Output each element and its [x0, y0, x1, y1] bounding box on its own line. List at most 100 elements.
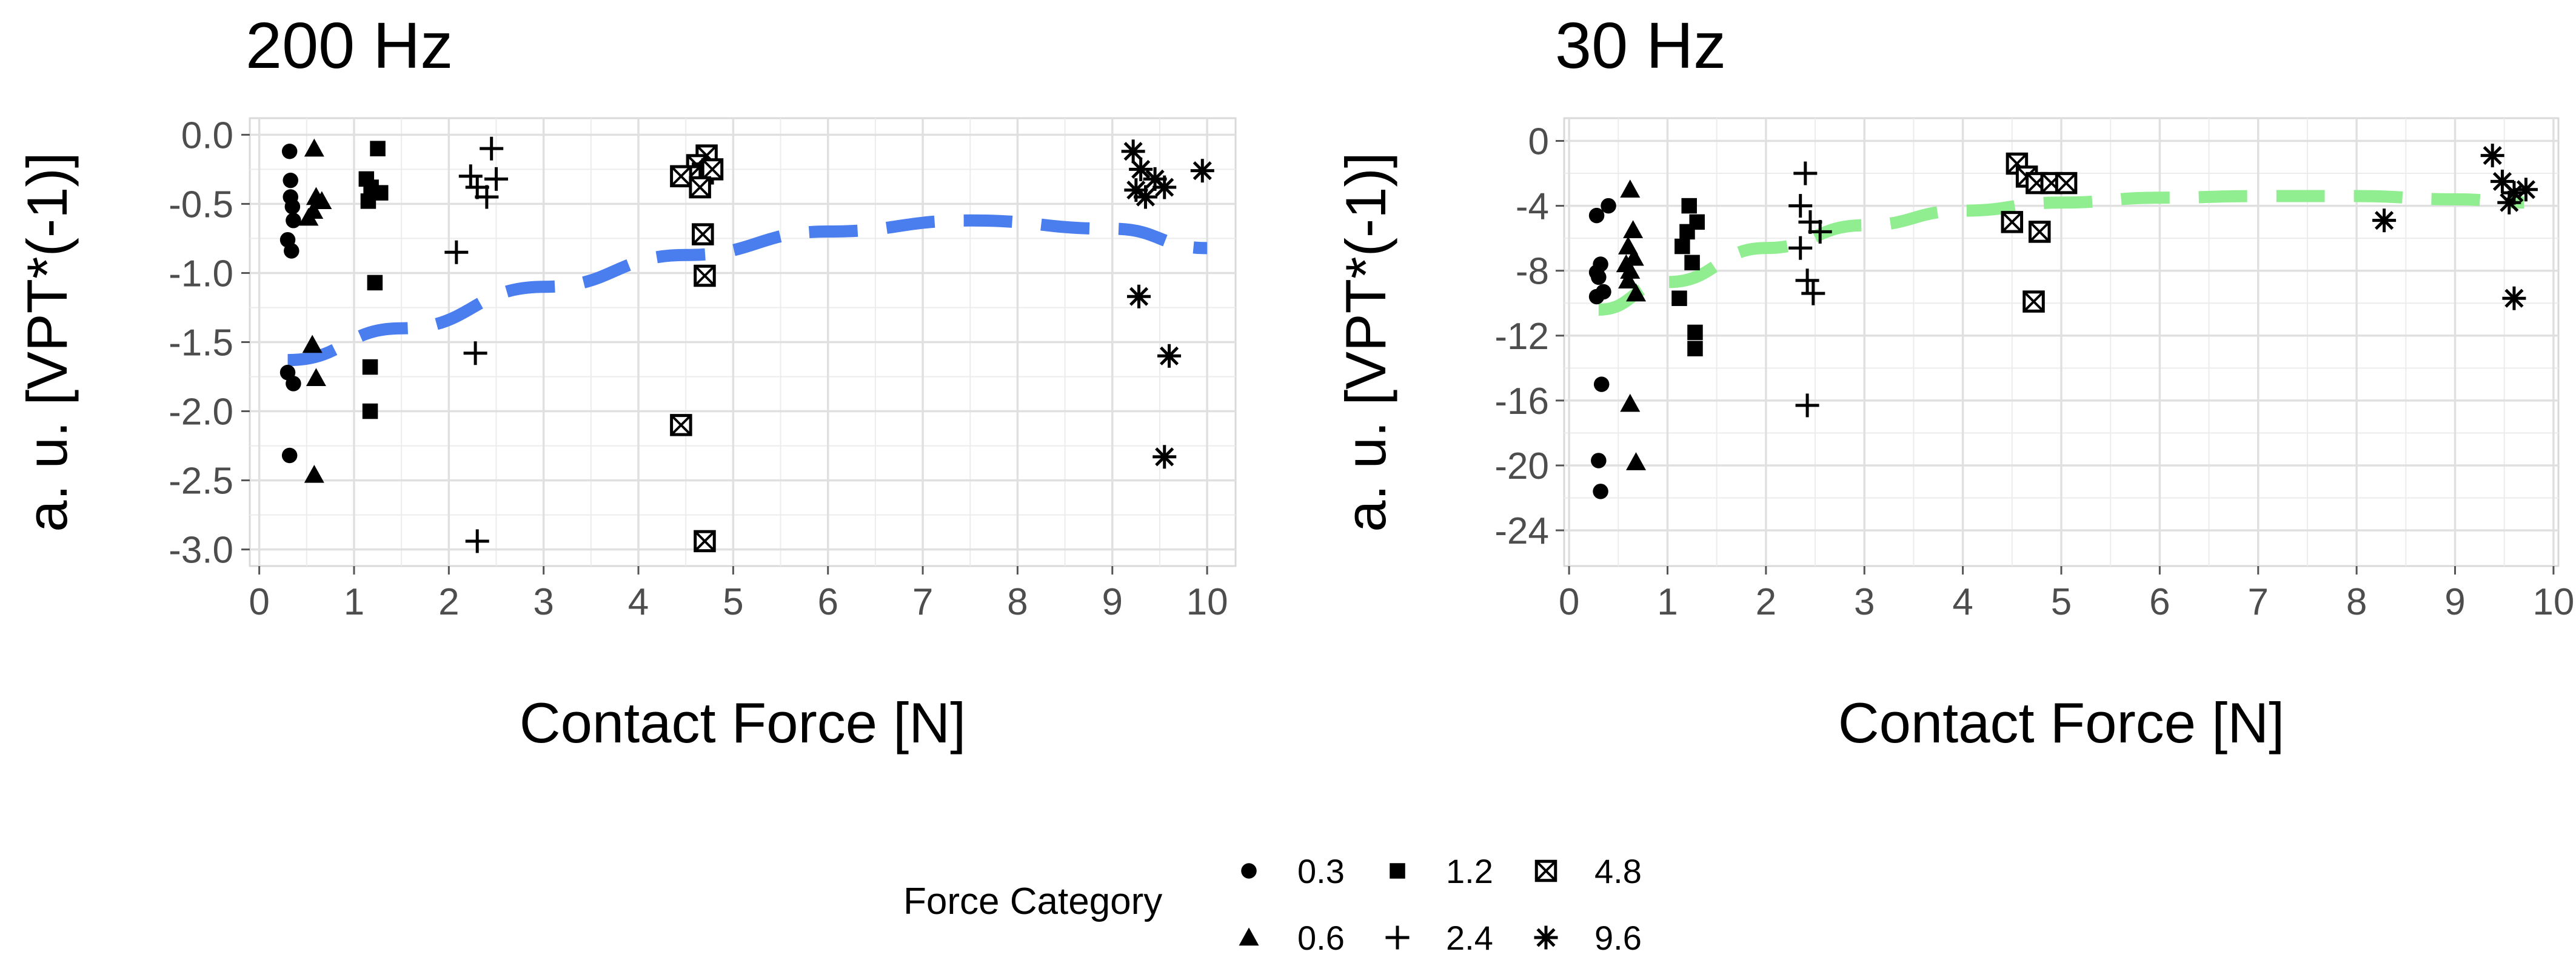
y-tick-label: -1.5: [169, 322, 233, 364]
x-tick-label: 0: [249, 581, 269, 623]
data-point-arm: [1155, 447, 1174, 467]
data-point: [1153, 445, 1177, 469]
data-point-arm: [1123, 142, 1143, 161]
data-point: [1133, 185, 1157, 209]
data-point: [1620, 393, 1641, 412]
data-point: [1588, 207, 1605, 224]
series-2.4: [1788, 161, 1832, 418]
chart-title: 200 Hz: [246, 8, 453, 82]
x-tick-label: 1: [344, 581, 364, 623]
y-axis-label: a. u. [VPT*(-1)]: [15, 152, 79, 532]
x-tick-label: 10: [1186, 581, 1228, 623]
series-2.4: [444, 136, 508, 553]
data-point-d2: [2023, 291, 2044, 312]
x-tick-label: 5: [723, 581, 743, 623]
chart-title: 30 Hz: [1555, 8, 1726, 82]
data-point: [1591, 269, 1607, 285]
legend-key-1.2: [1390, 863, 1405, 879]
data-point: [1618, 270, 1639, 288]
data-point: [1801, 281, 1825, 305]
data-point: [312, 191, 332, 210]
data-point-arm: [2375, 211, 2394, 230]
y-tick-label: -20: [1494, 445, 1549, 487]
y-tick-label: -2.0: [169, 392, 233, 433]
data-point: [1626, 283, 1647, 302]
data-point-arm: [1131, 159, 1151, 179]
y-tick-label: -16: [1494, 381, 1549, 422]
legend-key-4.8: [1534, 859, 1557, 882]
data-point: [2502, 286, 2526, 310]
data-point: [360, 193, 376, 209]
data-point: [2055, 172, 2078, 195]
legend-label: 1.2: [1446, 852, 1493, 890]
x-tick-label: 6: [817, 581, 838, 623]
data-point: [1127, 284, 1151, 308]
legend-key-9.6-arm: [1536, 928, 1556, 947]
data-point: [281, 143, 298, 159]
data-point: [367, 275, 383, 291]
data-point: [463, 341, 487, 365]
x-tick-label: 2: [1756, 581, 1776, 623]
data-point: [1623, 220, 1644, 238]
legend-label: 9.6: [1594, 919, 1642, 957]
legend-label: 2.4: [1446, 919, 1493, 957]
x-tick-label: 7: [2248, 581, 2269, 623]
data-point-d2: [701, 159, 723, 180]
data-point: [1687, 324, 1703, 341]
y-tick-label: -0.5: [169, 184, 233, 225]
y-tick-label: -4: [1516, 186, 1549, 228]
data-point: [670, 165, 692, 188]
data-point: [475, 185, 499, 209]
data-point: [1671, 290, 1687, 306]
data-point: [692, 223, 714, 245]
data-point: [694, 530, 716, 553]
data-point: [1593, 376, 1610, 392]
series-9.6: [2372, 144, 2538, 310]
data-point: [1593, 484, 1608, 499]
legend-key-2.4: [1385, 925, 1410, 950]
data-point: [283, 172, 298, 188]
fit-curve: [1598, 190, 2524, 316]
data-point: [362, 359, 378, 375]
data-point: [2480, 144, 2504, 168]
data-point-d2: [2001, 212, 2022, 233]
x-tick-label: 5: [2051, 581, 2072, 623]
data-point: [1798, 210, 1822, 234]
x-tick-label: 3: [533, 581, 554, 623]
data-point: [1588, 288, 1605, 305]
data-point-arm: [1155, 178, 1174, 197]
data-point-arm: [2492, 172, 2512, 191]
data-point-d2: [671, 415, 692, 436]
panel-0: 0 1 2 3 4 5 6 7 8 9 10 0.0 -0.5 -1.0 -1.5 -2.0 -2.5 -3.0 2…: [15, 8, 1237, 755]
data-point: [2514, 178, 2538, 202]
data-point: [286, 376, 301, 392]
data-point-d2: [671, 165, 692, 187]
x-tick-label: 8: [1007, 581, 1028, 623]
data-point-d2: [692, 224, 714, 245]
data-point: [2497, 190, 2521, 215]
data-point: [286, 213, 301, 228]
data-point: [1681, 198, 1697, 214]
x-tick-label: 3: [1854, 581, 1875, 623]
data-point: [670, 414, 692, 436]
data-point-arm: [1145, 169, 1165, 188]
legend-label: 0.3: [1297, 852, 1345, 890]
data-point: [1157, 344, 1182, 368]
x-tick-label: 9: [2444, 581, 2465, 623]
data-point: [304, 138, 324, 157]
x-tick-label: 7: [912, 581, 933, 623]
series-4.8: [670, 144, 724, 553]
legend-label: 0.6: [1297, 919, 1345, 957]
data-point-arm: [1129, 287, 1149, 306]
legend-key-9.6: [1534, 925, 1558, 950]
data-point: [1626, 452, 1647, 470]
x-tick-label: 8: [2346, 581, 2367, 623]
data-point: [1153, 175, 1177, 199]
data-point: [465, 175, 489, 199]
y-tick-label: 0: [1528, 121, 1549, 162]
legend-key-0.3: [1241, 863, 1257, 879]
legend-title: Force Category: [903, 881, 1162, 922]
legend: Force Category 0.3 1.2 4.8 0.6 2.4 9.6: [903, 852, 1642, 957]
